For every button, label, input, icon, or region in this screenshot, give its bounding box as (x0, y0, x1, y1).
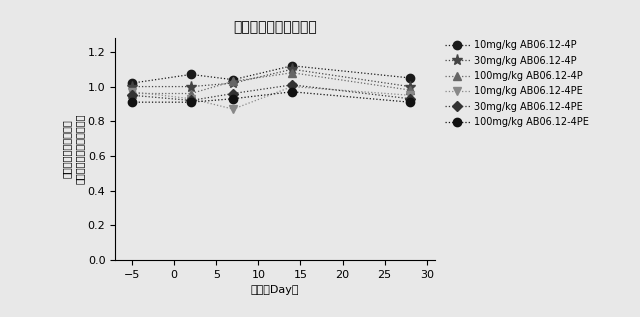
30mg/kg AB06.12-4PE (229, 92, 237, 95)
Line: 100mg/kg AB06.12-4PE: 100mg/kg AB06.12-4PE (128, 87, 414, 106)
Y-axis label: 正規化されたＲＢＣ数
（テスト／ビヒクル処置）: 正規化されたＲＢＣ数 （テスト／ビヒクル処置） (61, 114, 85, 184)
Legend: 10mg/kg AB06.12-4P, 30mg/kg AB06.12-4P, 100mg/kg AB06.12-4P, 10mg/kg AB06.12-4PE: 10mg/kg AB06.12-4P, 30mg/kg AB06.12-4P, … (444, 38, 591, 129)
100mg/kg AB06.12-4PE (406, 100, 414, 104)
10mg/kg AB06.12-4PE (128, 90, 136, 94)
Line: 30mg/kg AB06.12-4PE: 30mg/kg AB06.12-4PE (129, 81, 413, 104)
100mg/kg AB06.12-4P (187, 92, 195, 95)
X-axis label: 日数（Day）: 日数（Day） (251, 285, 300, 295)
100mg/kg AB06.12-4P (406, 88, 414, 92)
Line: 100mg/kg AB06.12-4P: 100mg/kg AB06.12-4P (128, 68, 414, 98)
10mg/kg AB06.12-4P (229, 78, 237, 81)
10mg/kg AB06.12-4P (406, 76, 414, 80)
10mg/kg AB06.12-4P (128, 81, 136, 85)
100mg/kg AB06.12-4P (288, 71, 296, 74)
100mg/kg AB06.12-4PE (128, 100, 136, 104)
30mg/kg AB06.12-4PE (406, 97, 414, 100)
100mg/kg AB06.12-4PE (288, 90, 296, 94)
10mg/kg AB06.12-4PE (406, 93, 414, 97)
100mg/kg AB06.12-4PE (229, 97, 237, 100)
10mg/kg AB06.12-4PE (229, 107, 237, 111)
10mg/kg AB06.12-4P (288, 64, 296, 68)
30mg/kg AB06.12-4P (128, 85, 136, 88)
Line: 10mg/kg AB06.12-4P: 10mg/kg AB06.12-4P (128, 61, 414, 87)
30mg/kg AB06.12-4P (288, 67, 296, 71)
Line: 30mg/kg AB06.12-4P: 30mg/kg AB06.12-4P (127, 64, 415, 92)
30mg/kg AB06.12-4PE (128, 93, 136, 97)
Line: 10mg/kg AB06.12-4PE: 10mg/kg AB06.12-4PE (128, 82, 414, 113)
10mg/kg AB06.12-4P (187, 73, 195, 76)
10mg/kg AB06.12-4PE (288, 85, 296, 88)
100mg/kg AB06.12-4PE (187, 100, 195, 104)
30mg/kg AB06.12-4P (229, 81, 237, 85)
Title: 正規化されたＲＢＣ数: 正規化されたＲＢＣ数 (234, 20, 317, 34)
30mg/kg AB06.12-4P (406, 85, 414, 88)
30mg/kg AB06.12-4P (187, 85, 195, 88)
100mg/kg AB06.12-4P (229, 80, 237, 83)
10mg/kg AB06.12-4PE (187, 97, 195, 100)
30mg/kg AB06.12-4PE (187, 99, 195, 102)
30mg/kg AB06.12-4PE (288, 83, 296, 87)
100mg/kg AB06.12-4P (128, 92, 136, 95)
